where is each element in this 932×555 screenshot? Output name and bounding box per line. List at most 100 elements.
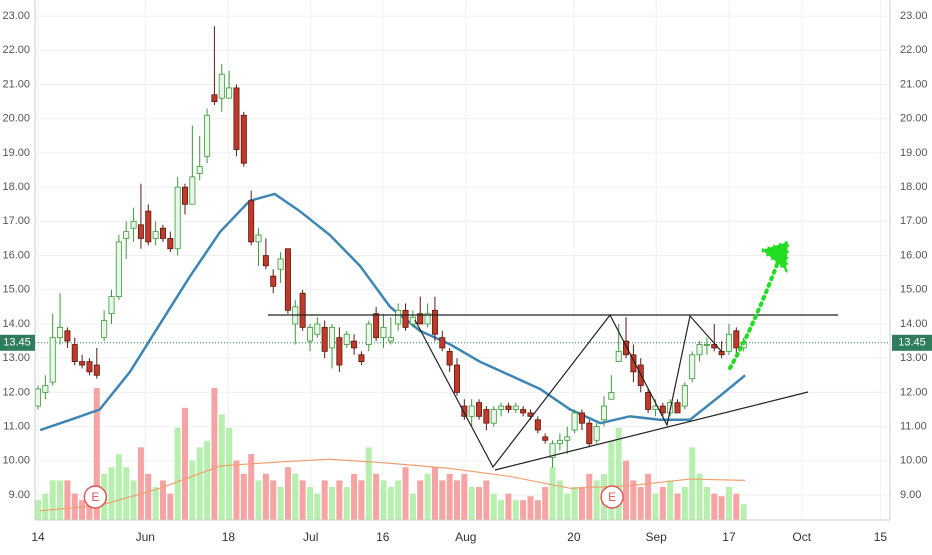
y-tick-label: 15.00: [2, 284, 30, 296]
volume-bar: [409, 493, 416, 520]
volume-bar: [512, 500, 519, 520]
support-line: [494, 391, 809, 471]
candle-body: [387, 337, 394, 342]
volume-bar: [527, 496, 534, 520]
volume-bar: [373, 473, 380, 520]
candle-body: [417, 313, 424, 325]
y-tick-label: 14.00: [900, 318, 928, 330]
candle-body: [299, 292, 306, 328]
volume-bar: [255, 480, 262, 520]
volume-bar: [358, 480, 365, 520]
volume-bar: [571, 487, 578, 520]
candle-body: [42, 385, 49, 393]
volume-bar: [277, 487, 284, 520]
y-tick-label: 9.00: [900, 489, 921, 501]
volume-bar: [189, 460, 196, 520]
candle-body: [321, 326, 328, 352]
candle-body: [446, 350, 453, 366]
candle-body: [262, 255, 269, 267]
volume-bar: [167, 493, 174, 520]
candle-body: [483, 409, 490, 424]
candle-body: [645, 391, 652, 410]
volume-bar: [240, 473, 247, 520]
volume-bar: [174, 427, 181, 520]
volume-bar: [689, 447, 696, 520]
volume-bar: [733, 493, 740, 520]
y-tick-label: 19.00: [2, 147, 30, 159]
volume-bar: [446, 473, 453, 520]
candle-body: [226, 87, 233, 99]
volume-bar: [329, 487, 336, 520]
volume-bar: [86, 496, 93, 520]
volume-bar: [299, 480, 306, 520]
last-price-label: 13.45: [898, 337, 926, 349]
volume-bar: [159, 480, 166, 520]
volume-bar: [542, 487, 549, 520]
volume-bar: [145, 473, 152, 520]
candle-body: [630, 354, 637, 373]
y-tick-label: 9.00: [9, 489, 30, 501]
candle-body: [196, 166, 203, 174]
y-tick-label: 16.00: [900, 249, 928, 261]
candle-body: [380, 326, 387, 339]
volume-bar: [137, 447, 144, 520]
y-tick-label: 11.00: [900, 421, 927, 433]
volume-bar: [71, 493, 78, 520]
earnings-marker: [600, 485, 624, 509]
x-tick-label: 17: [722, 530, 736, 544]
y-tick-label: 10.00: [2, 455, 30, 467]
candle-body: [703, 344, 710, 346]
candle-body: [270, 275, 277, 287]
candle-body: [115, 241, 122, 298]
candle-body: [57, 326, 64, 339]
candle-body: [439, 337, 446, 349]
candle-body: [130, 220, 137, 229]
y-tick-label: 22.00: [2, 44, 30, 56]
last-price-label: 13.45: [3, 337, 31, 349]
volume-bar: [578, 487, 585, 520]
candle-body: [79, 361, 86, 366]
volume-bar: [740, 504, 747, 520]
y-tick-label: 17.00: [900, 215, 928, 227]
volume-bar: [343, 487, 350, 520]
candle-body: [93, 364, 100, 376]
x-tick-label: Aug: [455, 530, 476, 544]
earnings-label: E: [608, 490, 616, 504]
candle-body: [204, 114, 211, 157]
volume-bar: [659, 487, 666, 520]
candle-body: [696, 344, 703, 356]
y-tick-label: 18.00: [900, 181, 928, 193]
earnings-marker: [83, 485, 108, 509]
candle-body: [255, 234, 262, 243]
volume-bar: [439, 480, 446, 520]
volume-bar: [674, 493, 681, 520]
volume-bar: [623, 460, 630, 520]
candle-body: [108, 296, 115, 315]
candle-body: [35, 388, 42, 407]
candle-body: [681, 385, 688, 407]
volume-bar: [196, 447, 203, 520]
last-price-box: [892, 334, 932, 351]
volume-bar: [593, 480, 600, 520]
y-tick-label: 20.00: [2, 113, 30, 125]
volume-bar: [395, 480, 402, 520]
volume-bar: [711, 493, 718, 520]
x-tick-label: 20: [567, 530, 581, 544]
candle-body: [725, 333, 732, 352]
candle-body: [505, 405, 512, 410]
candle-body: [461, 405, 468, 417]
volume-bar: [703, 487, 710, 520]
volume-bar: [211, 388, 218, 520]
y-tick-label: 11.00: [3, 421, 30, 433]
y-tick-label: 23.00: [2, 10, 30, 22]
candle-body: [373, 313, 380, 339]
candle-body: [71, 344, 78, 363]
candle-body: [329, 326, 336, 349]
volume-bar: [520, 500, 527, 520]
y-tick-label: 10.00: [900, 455, 928, 467]
candle-body: [167, 238, 174, 250]
volume-bar: [336, 480, 343, 520]
volume-bar: [534, 500, 541, 520]
volume-bar: [652, 493, 659, 520]
